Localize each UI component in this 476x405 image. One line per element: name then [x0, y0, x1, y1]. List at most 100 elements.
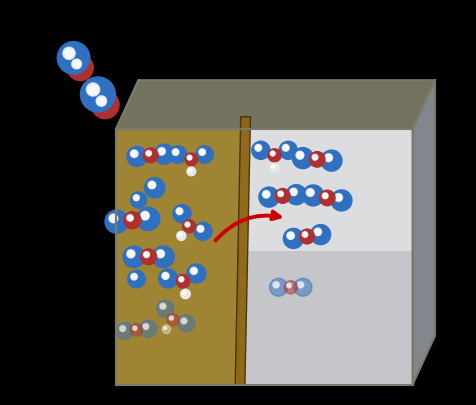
Circle shape [121, 328, 124, 330]
Circle shape [133, 195, 139, 201]
Circle shape [257, 147, 260, 151]
Circle shape [179, 278, 183, 281]
Circle shape [194, 223, 212, 241]
Circle shape [75, 63, 79, 67]
Circle shape [127, 147, 147, 167]
Circle shape [117, 323, 133, 339]
Circle shape [159, 269, 178, 288]
Circle shape [304, 234, 307, 237]
Circle shape [287, 284, 291, 288]
Circle shape [279, 194, 282, 196]
Circle shape [272, 153, 274, 155]
Circle shape [325, 196, 327, 198]
Circle shape [258, 148, 260, 150]
Circle shape [179, 234, 181, 236]
Circle shape [128, 215, 133, 221]
Circle shape [302, 232, 308, 238]
Circle shape [159, 149, 165, 155]
Circle shape [275, 189, 290, 204]
Circle shape [322, 193, 328, 199]
Circle shape [173, 205, 191, 223]
Circle shape [326, 156, 332, 161]
Circle shape [144, 325, 148, 329]
Circle shape [159, 253, 163, 256]
Circle shape [123, 246, 145, 268]
Circle shape [177, 209, 182, 214]
Circle shape [291, 190, 297, 195]
Circle shape [335, 194, 343, 202]
Circle shape [193, 271, 195, 273]
Circle shape [129, 252, 133, 257]
Circle shape [337, 197, 341, 200]
Circle shape [184, 292, 185, 294]
Circle shape [72, 61, 81, 69]
Circle shape [157, 301, 174, 317]
Circle shape [157, 251, 164, 258]
Circle shape [272, 153, 274, 156]
Circle shape [160, 304, 166, 309]
Circle shape [270, 151, 275, 157]
Circle shape [164, 327, 166, 329]
Circle shape [91, 92, 119, 119]
Circle shape [178, 277, 184, 282]
Circle shape [137, 208, 160, 231]
Circle shape [111, 217, 116, 222]
Circle shape [182, 291, 186, 295]
Circle shape [134, 327, 136, 330]
Circle shape [133, 326, 137, 330]
Circle shape [185, 153, 198, 166]
Circle shape [264, 192, 269, 198]
Circle shape [323, 194, 327, 198]
Circle shape [284, 281, 298, 294]
Circle shape [191, 268, 197, 274]
Circle shape [185, 222, 190, 228]
Circle shape [147, 152, 150, 156]
Circle shape [252, 142, 270, 160]
Circle shape [303, 232, 307, 237]
Polygon shape [240, 251, 413, 385]
Circle shape [271, 165, 275, 169]
Circle shape [131, 274, 137, 280]
Circle shape [132, 152, 137, 157]
Circle shape [164, 275, 168, 278]
Circle shape [169, 146, 187, 164]
Circle shape [97, 97, 106, 107]
Polygon shape [413, 81, 435, 385]
Circle shape [133, 276, 136, 279]
Circle shape [66, 51, 73, 58]
Circle shape [310, 225, 331, 245]
Circle shape [130, 324, 143, 336]
Circle shape [298, 283, 303, 288]
Circle shape [293, 192, 295, 194]
Circle shape [190, 268, 198, 275]
Circle shape [148, 153, 150, 156]
Circle shape [317, 232, 319, 234]
Circle shape [262, 191, 270, 198]
Circle shape [159, 149, 165, 155]
Circle shape [162, 325, 170, 334]
Circle shape [272, 166, 274, 168]
Circle shape [144, 324, 148, 329]
Circle shape [132, 275, 136, 279]
Circle shape [163, 274, 168, 279]
Circle shape [337, 196, 341, 200]
Circle shape [288, 234, 293, 239]
Circle shape [173, 150, 178, 156]
Circle shape [187, 224, 188, 226]
Circle shape [197, 226, 204, 233]
Circle shape [131, 274, 138, 280]
Circle shape [181, 290, 190, 299]
Circle shape [181, 318, 187, 324]
Circle shape [269, 279, 288, 296]
Circle shape [297, 152, 303, 159]
Circle shape [315, 230, 321, 235]
Circle shape [132, 275, 137, 279]
Circle shape [288, 284, 290, 287]
Circle shape [129, 218, 131, 220]
Circle shape [177, 232, 186, 241]
Circle shape [140, 212, 149, 220]
Circle shape [131, 151, 138, 158]
Circle shape [324, 195, 327, 198]
Circle shape [127, 215, 133, 222]
Circle shape [92, 89, 96, 93]
